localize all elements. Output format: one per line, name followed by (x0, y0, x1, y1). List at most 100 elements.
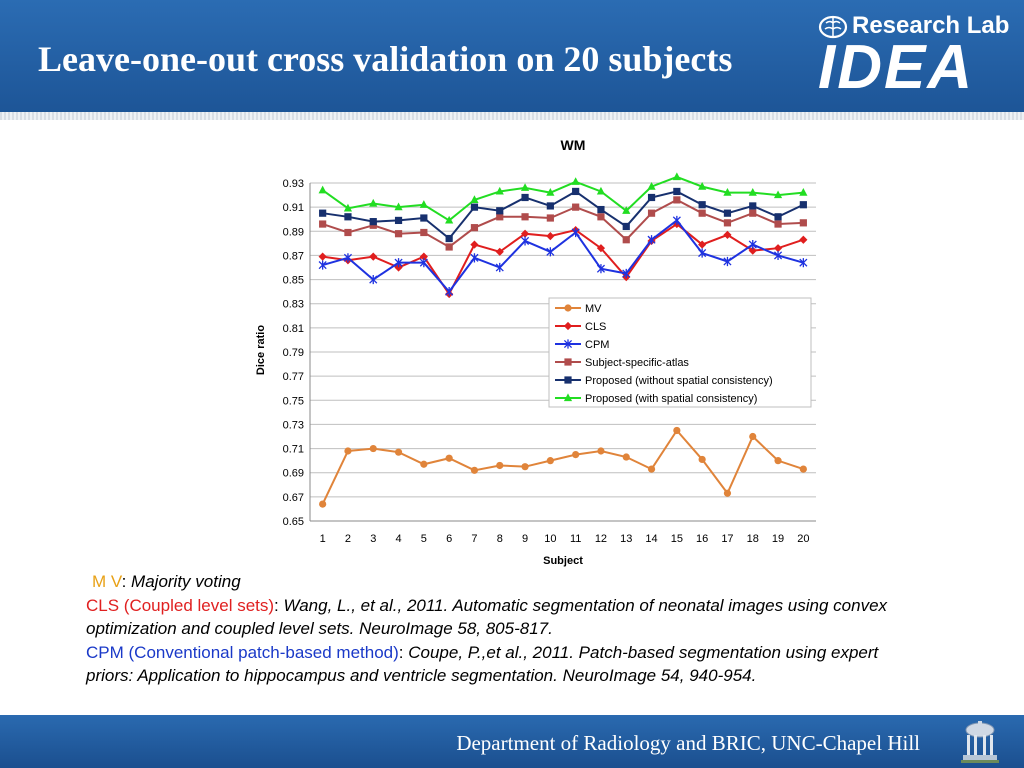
data-point-s2 (799, 258, 808, 268)
y-tick-label: 0.91 (283, 202, 304, 214)
data-point-s2 (495, 262, 504, 273)
data-point-s3 (394, 230, 403, 238)
note-mv-desc: Majority voting (131, 572, 241, 591)
data-point-s1 (748, 246, 757, 255)
data-point-s4 (546, 202, 554, 210)
x-tick-label: 2 (345, 533, 351, 545)
data-point-s0 (445, 454, 453, 462)
data-point-s2 (343, 253, 353, 263)
data-point-s0 (546, 457, 554, 465)
x-tick-label: 17 (721, 533, 733, 545)
data-point-s2 (445, 287, 454, 297)
data-point-s3 (546, 214, 554, 222)
series-line-0 (321, 428, 804, 505)
data-point-s5 (470, 195, 479, 203)
note-cls: CLS (Coupled level sets): Wang, L., et a… (86, 595, 888, 639)
series-line-4 (322, 190, 804, 240)
legend-label: MV (585, 303, 602, 315)
x-tick-label: 11 (570, 533, 581, 545)
data-point-s0 (394, 448, 403, 456)
x-tick-label: 5 (421, 533, 427, 545)
data-point-s0 (572, 451, 580, 459)
data-point-s3 (723, 219, 732, 227)
x-tick-label: 12 (595, 533, 607, 545)
data-point-s0 (369, 444, 377, 453)
data-point-s2 (647, 235, 656, 245)
data-point-s2 (698, 248, 707, 258)
data-point-s0 (723, 489, 732, 497)
chart-title: WM (561, 137, 586, 153)
data-point-s0 (647, 465, 656, 473)
x-tick-label: 15 (671, 533, 683, 545)
data-point-s5 (445, 215, 454, 224)
data-point-s0 (496, 461, 504, 470)
data-point-s5 (799, 188, 808, 196)
data-point-s1 (799, 235, 808, 244)
data-point-s5 (773, 190, 783, 199)
data-point-s4 (572, 187, 580, 196)
data-point-s2 (672, 215, 681, 226)
data-point-s0 (521, 463, 529, 471)
header-divider (0, 112, 1024, 120)
x-tick-label: 19 (772, 533, 784, 545)
data-point-s2 (318, 260, 327, 270)
note-mv: M V: Majority voting (92, 572, 241, 591)
data-point-s1 (723, 230, 732, 240)
legend-marker (564, 358, 572, 366)
x-tick-label: 3 (370, 533, 376, 545)
x-tick-label: 16 (696, 533, 708, 545)
data-point-s4 (647, 193, 656, 202)
data-point-s2 (520, 236, 530, 246)
x-tick-label: 8 (497, 533, 503, 545)
x-tick-label: 10 (544, 533, 556, 545)
chart-container: WM 0.65 0.67 0.69 0.71 0.73 0.75 0.77 0.79 0.81 0.… (240, 128, 840, 570)
legend-marker (563, 321, 573, 331)
data-point-s3 (799, 219, 807, 227)
x-tick-label: 6 (446, 533, 452, 545)
series-line-5 (322, 175, 804, 222)
y-tick-label: 0.81 (283, 323, 304, 335)
data-point-s0 (698, 455, 706, 464)
legend-marker (563, 393, 573, 402)
data-point-s5 (318, 185, 327, 194)
data-point-s5 (748, 188, 757, 196)
x-tick-label: 18 (747, 533, 759, 545)
data-point-s3 (470, 224, 479, 232)
data-point-s4 (749, 202, 757, 210)
data-point-s4 (597, 205, 605, 214)
note-cpm: CPM (Conventional patch-based method): C… (86, 642, 879, 686)
data-point-s4 (496, 207, 504, 215)
data-point-s0 (799, 465, 807, 473)
data-point-s5 (394, 202, 403, 211)
data-point-s3 (420, 228, 428, 237)
x-axis-title: Subject (543, 555, 583, 567)
data-point-s0 (344, 447, 352, 455)
data-point-s3 (369, 221, 377, 229)
data-point-s3 (572, 203, 580, 211)
data-point-s2 (596, 264, 606, 274)
data-point-s4 (799, 201, 807, 209)
data-point-s5 (520, 183, 530, 191)
data-point-s4 (622, 222, 630, 231)
data-point-s1 (495, 247, 504, 256)
data-point-s0 (420, 460, 428, 468)
data-point-s5 (698, 182, 707, 190)
data-point-s4 (698, 201, 706, 209)
y-tick-label: 0.75 (283, 395, 304, 407)
method-notes: M V: Majority voting CLS (Coupled level … (86, 570, 916, 688)
data-point-s0 (774, 457, 782, 465)
legend-label: Subject-specific-atlas (585, 357, 689, 369)
data-point-s1 (470, 240, 479, 249)
x-tick-label: 13 (620, 533, 632, 545)
data-point-s5 (622, 206, 631, 214)
data-point-s2 (470, 253, 479, 263)
data-point-s3 (698, 209, 706, 217)
data-point-s5 (495, 186, 504, 195)
y-tick-label: 0.89 (283, 226, 304, 238)
y-tick-label: 0.87 (283, 250, 304, 262)
legend-label: CLS (585, 321, 606, 333)
idea-research-lab-logo: Research Lab IDEA (818, 10, 1014, 100)
y-tick-label: 0.77 (283, 371, 304, 383)
y-tick-label: 0.71 (283, 444, 304, 456)
data-point-s1 (369, 252, 378, 261)
